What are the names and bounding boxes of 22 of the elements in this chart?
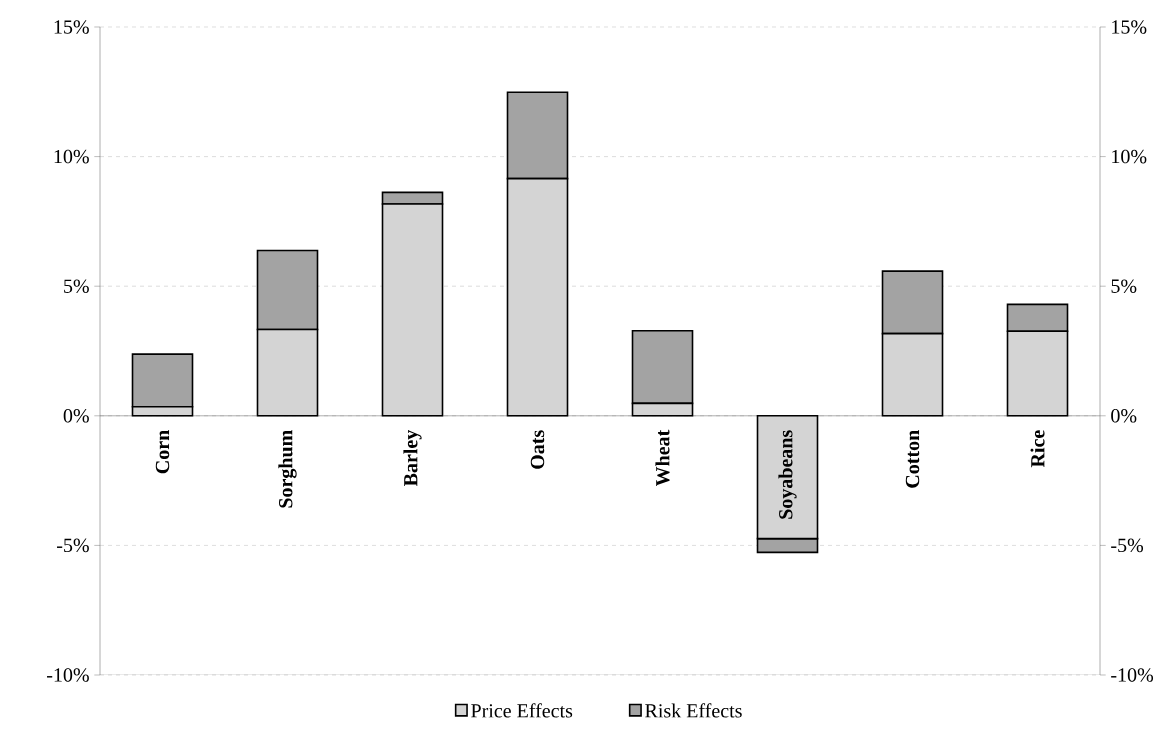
y-tick-label: 0% [63, 409, 89, 423]
x-tick-label: Wheat [655, 429, 670, 487]
x-tick-label: Cotton [905, 430, 920, 488]
y2-tick-label: 5% [1111, 279, 1137, 293]
legend-label: Risk Effects [645, 703, 742, 718]
y-tick-label: 10% [54, 149, 89, 164]
y-tick-label: 5% [64, 279, 89, 293]
y-tick-label: 15% [54, 20, 89, 34]
y2-tick-label: 0% [1111, 409, 1137, 423]
y-tick-label: -5% [57, 538, 89, 553]
y2-tick-label: 15% [1112, 20, 1147, 34]
x-tick-label: Corn [155, 430, 170, 474]
x-tick-label: Soyabeans [778, 430, 797, 519]
y-tick-label: -10% [47, 668, 89, 682]
x-tick-label: Oats [530, 430, 545, 469]
y2-tick-label: 10% [1112, 149, 1147, 164]
legend-label: Price Effects [471, 703, 573, 718]
x-tick-label: Barley [403, 429, 422, 487]
x-tick-label: Sorghum [278, 430, 297, 508]
y2-tick-label: -10% [1111, 668, 1154, 682]
y2-tick-label: -5% [1111, 538, 1144, 553]
x-tick-label: Rice [1030, 430, 1045, 468]
